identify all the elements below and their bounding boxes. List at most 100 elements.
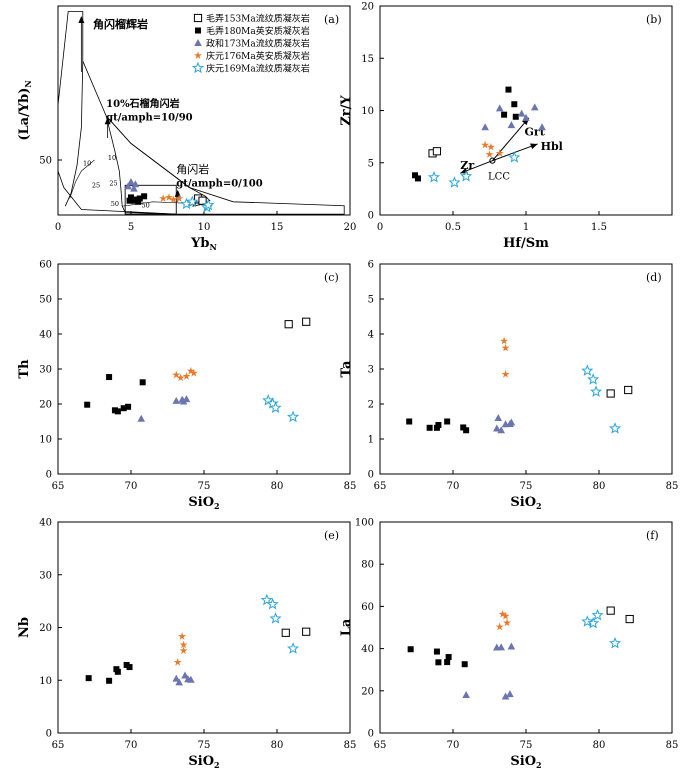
annotation-lcc: LCC <box>488 171 510 182</box>
data-point-qingyuan176 <box>486 142 495 151</box>
data-point-qingyuan169 <box>591 608 604 621</box>
data-point-qingyuan169 <box>448 176 461 188</box>
x-tick-label: 1 <box>523 222 529 233</box>
x-axis-label-main: SiO <box>188 495 214 510</box>
data-point-maonong180 <box>412 172 419 179</box>
data-point-qingyuan176 <box>175 194 184 202</box>
annotation-hbl: Hbl <box>541 140 563 153</box>
y-axis-label: Ta <box>339 360 354 377</box>
data-point-qingyuan176 <box>189 369 198 377</box>
y-axis-label-sub: N <box>23 80 33 87</box>
x-tick-label: 15 <box>271 222 284 233</box>
data-point-maonong180 <box>407 646 414 653</box>
data-point-maonong180 <box>106 374 113 381</box>
legend-marker-qingyuan176 <box>194 51 202 59</box>
x-axis-label: SiO2 <box>510 754 541 770</box>
x-axis-label: SiO2 <box>188 754 219 770</box>
panel-label: (d) <box>646 271 662 284</box>
x-axis-label: SiO2 <box>510 495 541 511</box>
data-point-qingyuan176 <box>169 195 178 203</box>
data-point-qingyuan169 <box>186 195 199 207</box>
panel-c: 65 70 75 80 85 0 10 20 30 40 50 60 SiO2 Th (c) <box>17 260 356 512</box>
annotation-amphibolite: 角闪岩 <box>176 162 209 176</box>
data-point-maonong180 <box>406 418 413 425</box>
y-tick-label: 6 <box>368 260 374 271</box>
y-tick-label: 0 <box>368 211 374 222</box>
x-tick-label: 75 <box>198 481 211 492</box>
x-tick-label: 70 <box>125 740 138 751</box>
x-tick-label: 65 <box>374 740 387 751</box>
x-axis-label-sub: 2 <box>536 760 542 770</box>
data-point-maonong180 <box>505 86 512 93</box>
legend-label-maonong180: 毛弄180Ma英安质凝灰岩 <box>206 25 310 37</box>
y-axis-label: Nb <box>17 617 32 638</box>
y-tick-label: 20 <box>39 623 52 634</box>
data-point-maonong180 <box>85 675 92 682</box>
data-point-maonong180 <box>84 401 91 408</box>
data-point-qingyuan176 <box>501 611 510 620</box>
data-point-zhengqing173 <box>127 178 135 185</box>
data-point-zhengqing173 <box>172 674 181 682</box>
x-tick-label: 20 <box>344 222 357 233</box>
x-tick-label: 0 <box>377 222 383 233</box>
y-axis-label-main: Ta <box>339 360 354 377</box>
panel-label: (a) <box>324 13 339 26</box>
data-point-maonong180 <box>444 418 451 425</box>
data-point-qingyuan169 <box>460 169 473 182</box>
data-point-maonong153 <box>198 196 207 205</box>
annotation-garnet-amph: 10%石榴角闪岩 <box>106 97 179 110</box>
data-point-qingyuan169 <box>269 612 282 624</box>
data-point-qingyuan169 <box>427 171 441 183</box>
x-tick-label: 5 <box>128 222 134 233</box>
data-point-zhengqing173 <box>181 671 189 679</box>
legend-marker-qingyuan169 <box>191 61 205 74</box>
data-point-qingyuan176 <box>503 618 512 627</box>
data-point-qingyuan176 <box>186 366 195 375</box>
x-tick-label: 80 <box>593 740 606 751</box>
x-axis-label: YbN <box>190 236 217 252</box>
y-tick-label: 3 <box>368 365 374 376</box>
y-tick-label: 10 <box>39 676 52 687</box>
data-point-zhengqing173 <box>137 414 146 422</box>
x-tick-label: 1.5 <box>591 222 607 233</box>
panel-f: 65 70 75 80 85 0 20 40 60 80 100 SiO2 La (f) <box>339 518 678 771</box>
x-tick-label: 0.5 <box>445 222 461 233</box>
y-tick-label: 40 <box>361 644 374 655</box>
y-tick-label: 5 <box>368 158 374 169</box>
x-tick-label: 65 <box>52 740 65 751</box>
data-point-maonong153 <box>625 614 634 624</box>
y-tick-label: 20 <box>361 686 374 697</box>
data-point-maonong180 <box>120 405 127 412</box>
y-tick-label: 20 <box>39 400 52 411</box>
legend-label-zhengqing173: 政和173Ma流纹质凝灰岩 <box>206 38 310 50</box>
legend-label-maonong153: 毛弄153Ma流纹质凝灰岩 <box>206 13 310 25</box>
data-point-maonong180 <box>435 659 442 666</box>
data-point-qingyuan169 <box>287 642 300 654</box>
data-point-zhengqing173 <box>506 690 514 698</box>
data-point-qingyuan169 <box>287 410 300 423</box>
y-axis-label-main: Zr/Y <box>339 95 354 126</box>
data-point-qingyuan176 <box>178 632 187 640</box>
data-point-maonong180 <box>426 424 433 431</box>
data-point-zhengqing173 <box>124 182 132 190</box>
curve-tick-label: 25 <box>109 179 117 187</box>
x-tick-label: 75 <box>520 740 533 751</box>
data-point-maonong180 <box>433 648 440 655</box>
data-point-qingyuan176 <box>495 622 504 631</box>
y-tick-label: 40 <box>39 330 52 341</box>
plot-frame <box>379 263 673 475</box>
data-point-zhengqing173 <box>179 397 188 405</box>
data-point-zhengqing173 <box>530 103 539 111</box>
panel-label: (e) <box>324 529 339 542</box>
y-tick-label: 30 <box>39 365 52 376</box>
arrow-hbl-head <box>530 143 538 150</box>
curve-tick-label: 50 <box>141 201 149 209</box>
y-axis-label: Th <box>17 359 32 379</box>
y-tick-label: 10 <box>39 435 52 446</box>
panel-label: (b) <box>646 13 662 26</box>
data-point-zhengqing173 <box>522 113 530 121</box>
data-point-zhengqing173 <box>130 184 138 192</box>
data-point-maonong153 <box>302 627 311 636</box>
